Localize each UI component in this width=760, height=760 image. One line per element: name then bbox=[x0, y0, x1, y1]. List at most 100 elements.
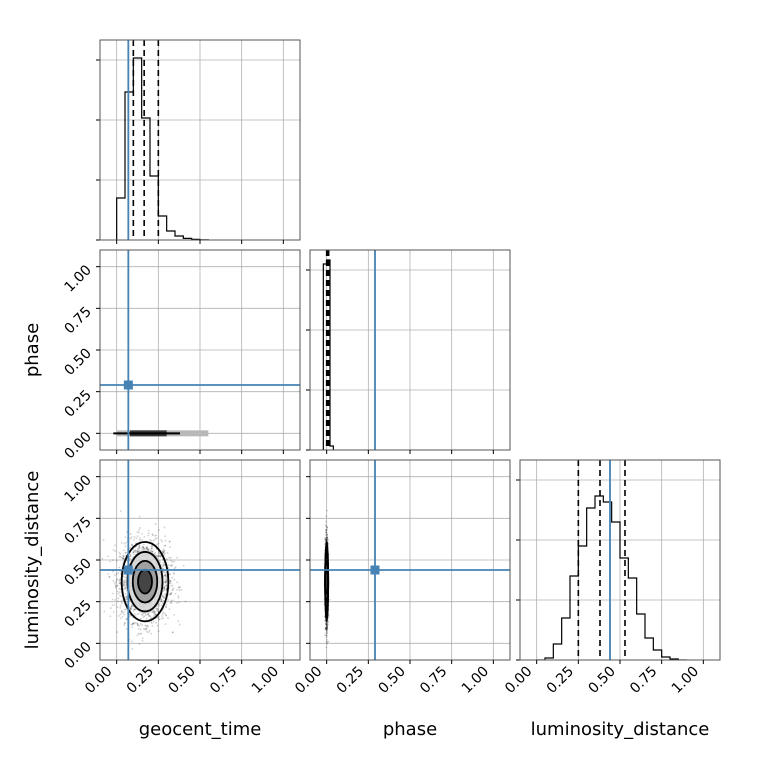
sample-point bbox=[163, 588, 166, 591]
sample-point bbox=[326, 536, 329, 539]
sample-point bbox=[170, 565, 173, 567]
sample-point bbox=[325, 646, 328, 649]
sample-point bbox=[117, 615, 120, 617]
sample-point bbox=[124, 536, 127, 539]
sample-point bbox=[154, 551, 157, 554]
sample-point bbox=[140, 632, 143, 635]
sample-point bbox=[325, 538, 327, 541]
sample-point bbox=[326, 634, 328, 637]
sample-point bbox=[137, 623, 139, 626]
y-tick-label: 0.00 bbox=[61, 429, 94, 462]
x-tick-label: 0.00 bbox=[502, 664, 535, 697]
sample-point bbox=[325, 537, 328, 540]
panel-phase-vs-geocent_time: 0.00 0.25 0.50 0.75 1.00 bbox=[61, 249, 301, 462]
sample-point bbox=[142, 543, 145, 546]
sample-point bbox=[132, 622, 135, 625]
sample-point bbox=[327, 620, 329, 623]
sample-point bbox=[111, 598, 114, 601]
sample-point bbox=[116, 584, 119, 587]
density-phase_vs_geocent_time bbox=[100, 250, 300, 450]
sample-point bbox=[146, 625, 149, 627]
sample-point bbox=[155, 534, 157, 537]
sample-point bbox=[137, 531, 140, 534]
sample-point bbox=[146, 548, 149, 551]
sample-point bbox=[118, 591, 121, 594]
sample-point bbox=[140, 613, 143, 616]
sample-point bbox=[158, 529, 160, 532]
sample-point bbox=[325, 622, 328, 625]
sample-point bbox=[125, 628, 128, 630]
sample-point bbox=[131, 648, 134, 650]
x-tick-label: 0.25 bbox=[124, 664, 157, 697]
sample-point bbox=[156, 543, 158, 546]
sample-point bbox=[326, 626, 329, 629]
sample-point bbox=[116, 559, 118, 562]
sample-point bbox=[172, 599, 174, 602]
sample-point bbox=[325, 528, 328, 531]
sample-point bbox=[142, 627, 145, 630]
sample-point bbox=[124, 545, 127, 548]
sample-point bbox=[165, 603, 168, 606]
sample-point bbox=[135, 551, 137, 554]
sample-point bbox=[149, 615, 152, 618]
sample-point bbox=[150, 632, 153, 635]
sample-point bbox=[326, 630, 329, 633]
sample-point bbox=[168, 608, 171, 611]
sample-point bbox=[138, 538, 141, 541]
sample-point bbox=[123, 580, 126, 583]
sample-point bbox=[163, 526, 166, 529]
sample-point bbox=[161, 550, 164, 552]
sample-point bbox=[324, 536, 327, 539]
sample-point bbox=[159, 555, 162, 558]
sample-point bbox=[163, 554, 166, 557]
sample-point bbox=[143, 547, 146, 550]
sample-point bbox=[326, 509, 328, 512]
sample-point bbox=[157, 554, 160, 557]
sample-point bbox=[129, 553, 132, 556]
sample-point bbox=[153, 611, 156, 613]
sample-point bbox=[168, 540, 171, 543]
sample-point bbox=[325, 530, 328, 533]
sample-point bbox=[150, 547, 153, 550]
y-tick-label: 0.25 bbox=[61, 387, 94, 420]
sample-point bbox=[160, 604, 163, 607]
sample-point bbox=[325, 622, 328, 624]
sample-point bbox=[162, 567, 165, 570]
sample-point bbox=[325, 536, 328, 539]
sample-point bbox=[131, 626, 134, 629]
sample-point bbox=[119, 510, 122, 512]
sample-point bbox=[165, 587, 168, 589]
sample-point bbox=[129, 607, 132, 610]
sample-point bbox=[124, 596, 127, 599]
sample-point bbox=[164, 571, 167, 574]
sample-point bbox=[146, 546, 149, 549]
sample-point bbox=[131, 640, 133, 643]
sample-point bbox=[171, 576, 174, 579]
histogram-step-geocent_time bbox=[116, 57, 209, 240]
sample-point bbox=[164, 535, 166, 538]
sample-point bbox=[326, 632, 328, 635]
sample-point bbox=[160, 600, 163, 602]
sample-point bbox=[158, 602, 161, 605]
sample-point bbox=[169, 579, 172, 582]
sample-point bbox=[145, 547, 148, 550]
y-axis-title-luminosity_distance: luminosity_distance bbox=[22, 471, 43, 650]
sample-point bbox=[326, 525, 329, 528]
sample-point bbox=[173, 578, 176, 581]
sample-point bbox=[128, 559, 131, 562]
sample-point bbox=[162, 596, 165, 598]
sample-point bbox=[147, 532, 150, 535]
x-tick-label: 1.00 bbox=[669, 664, 702, 697]
histogram-luminosity_distance bbox=[536, 460, 687, 660]
sample-point bbox=[154, 538, 157, 541]
sample-point bbox=[324, 633, 326, 636]
sample-point bbox=[325, 515, 328, 518]
density-luminosity_distance_vs_phase bbox=[310, 460, 510, 660]
sample-point bbox=[143, 547, 145, 550]
sample-point bbox=[122, 555, 125, 558]
sample-point bbox=[133, 536, 136, 538]
sample-point bbox=[114, 585, 117, 588]
sample-point bbox=[326, 536, 329, 539]
sample-point bbox=[138, 544, 141, 547]
sample-point bbox=[118, 587, 121, 590]
